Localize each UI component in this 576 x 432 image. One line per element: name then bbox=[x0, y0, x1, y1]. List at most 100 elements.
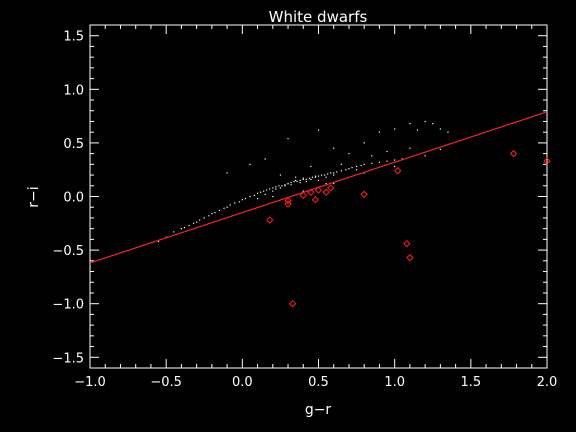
white-dwarf-point bbox=[394, 128, 396, 130]
white-dwarf-point bbox=[296, 180, 298, 183]
highlighted-point-diamond bbox=[284, 197, 292, 205]
white-dwarf-point bbox=[409, 147, 411, 149]
white-dwarf-point bbox=[378, 161, 381, 163]
x-tick-label: 1.0 bbox=[384, 375, 405, 390]
x-tick-label: 1.5 bbox=[460, 375, 481, 390]
white-dwarf-point bbox=[432, 123, 434, 125]
white-dwarf-point bbox=[295, 176, 297, 178]
white-dwarf-point bbox=[305, 180, 307, 183]
white-dwarf-point bbox=[226, 206, 228, 208]
highlighted-point-diamond bbox=[509, 149, 518, 158]
white-dwarf-point bbox=[256, 198, 259, 200]
x-tick-label: −0.5 bbox=[150, 375, 182, 390]
y-tick-label: −1.0 bbox=[52, 298, 84, 313]
white-dwarf-point bbox=[256, 192, 259, 194]
highlighted-point-diamond bbox=[360, 190, 368, 199]
white-dwarf-point bbox=[284, 185, 286, 187]
white-dwarf-point bbox=[229, 204, 231, 206]
white-dwarf-point bbox=[196, 221, 198, 223]
white-dwarf-point bbox=[260, 191, 262, 193]
white-dwarf-point bbox=[218, 209, 221, 212]
white-dwarf-point bbox=[295, 179, 297, 182]
highlighted-point-diamond bbox=[403, 239, 411, 248]
x-tick-label: 0.5 bbox=[308, 375, 329, 390]
white-dwarf-point bbox=[226, 172, 228, 174]
white-dwarf-point bbox=[234, 202, 236, 204]
white-dwarf-point bbox=[317, 175, 320, 177]
white-dwarf-point bbox=[325, 183, 327, 185]
white-dwarf-point bbox=[208, 215, 210, 217]
highlighted-point-diamond bbox=[266, 216, 274, 224]
highlighted-point-diamond bbox=[284, 200, 292, 208]
white-dwarf-point bbox=[249, 195, 251, 198]
white-dwarf-point bbox=[299, 179, 301, 182]
data-points bbox=[157, 120, 551, 308]
white-dwarf-point bbox=[447, 131, 449, 133]
white-dwarf-point bbox=[302, 190, 304, 192]
white-dwarf-point bbox=[275, 186, 277, 188]
white-dwarf-point bbox=[249, 163, 251, 165]
white-dwarf-point bbox=[363, 163, 365, 165]
white-dwarf-point bbox=[272, 187, 274, 189]
fit-line bbox=[89, 111, 548, 264]
white-dwarf-point bbox=[336, 171, 338, 173]
highlighted-point-diamond bbox=[299, 191, 307, 200]
white-dwarf-point bbox=[327, 173, 329, 175]
white-dwarf-point bbox=[272, 195, 274, 198]
white-dwarf-point bbox=[320, 174, 323, 176]
white-dwarf-point bbox=[305, 178, 307, 180]
y-tick-label: 1.0 bbox=[63, 83, 84, 98]
white-dwarf-point bbox=[214, 211, 216, 214]
white-dwarf-point bbox=[323, 174, 326, 176]
white-dwarf-point bbox=[284, 184, 286, 186]
highlighted-point-diamond bbox=[543, 157, 551, 165]
axis-ticks bbox=[89, 25, 548, 368]
white-dwarf-point bbox=[203, 217, 205, 219]
white-dwarf-point bbox=[180, 228, 182, 230]
highlighted-point-diamond bbox=[406, 253, 414, 262]
white-dwarf-point bbox=[238, 201, 240, 203]
white-dwarf-point bbox=[363, 172, 365, 174]
white-dwarf-point bbox=[287, 138, 289, 140]
white-dwarf-point bbox=[325, 176, 327, 178]
white-dwarf-point bbox=[333, 147, 335, 149]
white-dwarf-point bbox=[348, 168, 350, 170]
y-tick-label: 0.0 bbox=[63, 191, 84, 206]
white-dwarf-point bbox=[439, 128, 441, 130]
white-dwarf-point bbox=[386, 160, 388, 162]
white-dwarf-point bbox=[363, 142, 365, 144]
y-tick-label: −1.5 bbox=[52, 351, 84, 366]
white-dwarf-point bbox=[360, 164, 362, 167]
white-dwarf-point bbox=[264, 158, 266, 160]
white-dwarf-point bbox=[287, 183, 289, 185]
white-dwarf-point bbox=[302, 177, 304, 179]
white-dwarf-point bbox=[317, 179, 320, 182]
white-dwarf-point bbox=[345, 169, 347, 171]
white-dwarf-point bbox=[394, 159, 396, 161]
white-dwarf-point bbox=[340, 170, 342, 172]
white-dwarf-point bbox=[157, 240, 160, 243]
highlighted-point-diamond bbox=[322, 188, 330, 196]
white-dwarf-point bbox=[340, 163, 342, 165]
white-dwarf-point bbox=[263, 190, 265, 192]
white-dwarf-point bbox=[310, 178, 312, 180]
white-dwarf-point bbox=[386, 150, 388, 153]
white-dwarf-point bbox=[314, 176, 317, 178]
y-tick-label: −0.5 bbox=[52, 244, 84, 259]
highlighted-point-diamond bbox=[307, 188, 315, 196]
white-dwarf-point bbox=[330, 172, 332, 174]
white-dwarf-point bbox=[253, 194, 256, 197]
highlighted-point-diamond bbox=[288, 299, 297, 308]
white-dwarf-point bbox=[333, 172, 335, 174]
white-dwarf-point bbox=[199, 219, 201, 221]
white-dwarf-point bbox=[317, 129, 320, 131]
chart-title: White dwarfs bbox=[269, 8, 368, 26]
white-dwarf-point bbox=[299, 181, 301, 184]
white-dwarf-point bbox=[424, 120, 426, 123]
x-axis-title: g−r bbox=[305, 402, 332, 418]
highlighted-point-diamond bbox=[314, 186, 323, 194]
white-dwarf-point bbox=[416, 129, 419, 131]
white-dwarf-point bbox=[290, 181, 292, 184]
white-dwarf-point bbox=[183, 226, 186, 229]
